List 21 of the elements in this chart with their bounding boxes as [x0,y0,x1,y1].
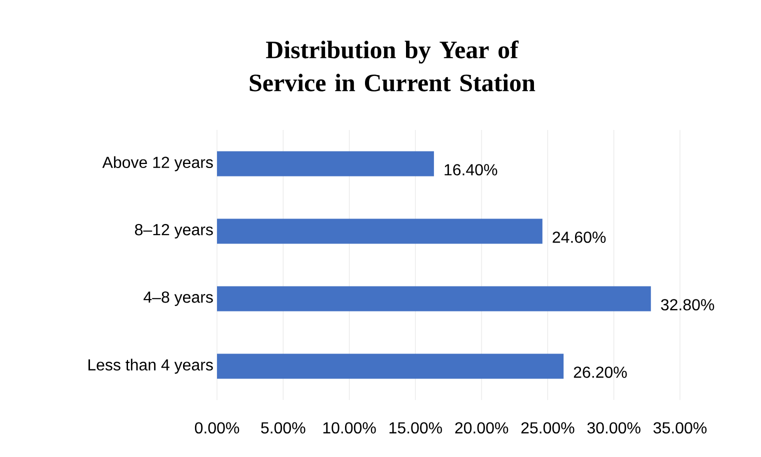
data-label: 24.60% [552,232,606,243]
chart-title: Distribution by Year of Service in Current Station [250,40,536,92]
data-label: 16.40% [444,164,498,176]
y-tick-label: Less than 4 years [88,358,213,374]
bar [217,218,542,244]
bar [217,151,434,176]
x-tick-label: 30.00% [587,422,640,434]
x-tick-label: 15.00% [390,422,442,434]
y-tick-label: 4–8 years [144,292,213,306]
x-tick-label: 0.00% [194,422,240,434]
x-tick-label: 25.00% [521,422,574,434]
bar [217,354,564,379]
x-tick-label: 35.00% [653,422,707,434]
x-tick-label: 5.00% [261,422,306,434]
x-tick-label: 10.00% [323,422,376,434]
y-tick-label: Above 12 years [102,156,213,172]
data-label: 26.20% [574,366,627,378]
data-label: 32.80% [661,299,714,310]
x-tick-label: 20.00% [455,422,508,434]
y-tick-label: 8–12 years [135,224,213,238]
bar [217,286,651,312]
